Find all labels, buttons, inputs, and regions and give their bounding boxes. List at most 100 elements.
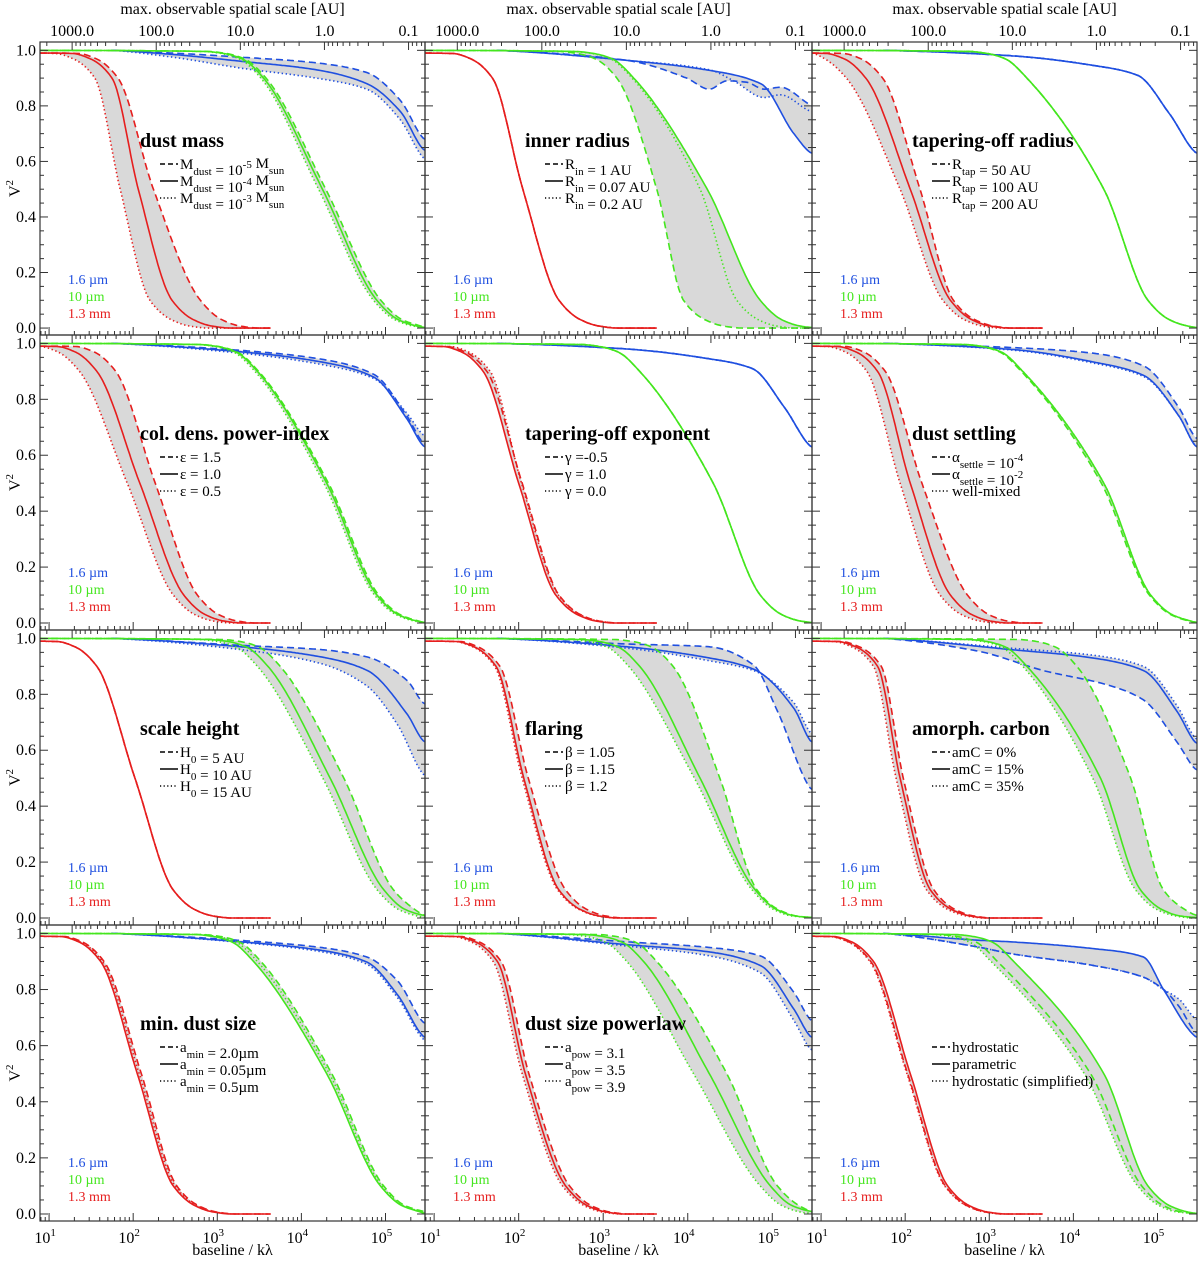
legend-text: = 2.0µm — [204, 1046, 259, 1062]
curve-green-dotted — [812, 342, 1197, 624]
legend-text: well-mixed — [952, 484, 1021, 500]
curve-blue-dotted — [496, 49, 812, 113]
wavelength-label-green: 10 µm — [840, 878, 877, 893]
legend-text: amC = 35% — [952, 779, 1024, 795]
legend-sub: in — [575, 200, 584, 212]
plot-area — [812, 637, 1197, 919]
curve-red-dashed — [812, 345, 1043, 624]
range-band-green — [40, 638, 425, 918]
curve-red-solid — [40, 640, 271, 919]
curve-blue-dotted — [111, 637, 425, 777]
x-tick-exp: 2 — [134, 1227, 140, 1239]
plot-area — [812, 49, 1197, 329]
top-axis-label: max. observable spatial scale [AU] — [892, 1, 1116, 18]
curve-blue-dashed — [496, 49, 812, 107]
legend-sub: dust — [193, 166, 211, 178]
range-band-green — [812, 638, 1197, 918]
range-band-green — [425, 933, 812, 1214]
curve-green-dotted — [425, 637, 812, 919]
legend-text: R — [952, 157, 962, 173]
wavelength-label-blue: 1.6 µm — [453, 861, 493, 876]
top-axis-label: max. observable spatial scale [AU] — [506, 1, 730, 18]
y-axis-label: V2 — [4, 769, 24, 786]
legend-entry: parametric — [952, 1057, 1016, 1073]
legend-text: α — [952, 450, 960, 466]
y-tick-label: 0.6 — [16, 447, 36, 464]
curve-red-solid — [425, 640, 657, 919]
y-tick-label: 0.0 — [16, 615, 36, 632]
plot-area — [425, 49, 812, 329]
x-tick-base: 10 — [419, 1230, 435, 1247]
legend-sup: -5 — [243, 159, 253, 171]
top-tick-label: 10.0 — [612, 23, 640, 40]
x-tick-exp: 5 — [774, 1227, 780, 1239]
x-tick-base: 10 — [287, 1230, 303, 1247]
y-tick-label: 1.0 — [16, 630, 36, 647]
curve-red-dashed — [812, 935, 1043, 1215]
curve-blue-solid — [111, 49, 425, 151]
y-tick-label: 0.8 — [16, 686, 36, 703]
wavelength-label-blue: 1.6 µm — [453, 1156, 493, 1171]
curve-red-dotted — [425, 52, 657, 329]
wavelength-label-red: 1.3 mm — [840, 895, 883, 910]
x-tick-exp: 3 — [991, 1227, 997, 1239]
legend-text: hydrostatic (simplified) — [952, 1074, 1093, 1090]
curve-green-dotted — [425, 342, 812, 624]
curve-green-dotted — [812, 932, 1197, 1215]
legend-entry: γ = 0.0 — [564, 484, 606, 500]
plot-area — [40, 49, 425, 329]
curve-red-dashed — [425, 640, 657, 919]
legend-text: γ = 0.0 — [564, 484, 606, 500]
panel-title: col. dens. power-index — [140, 423, 329, 445]
x-tick-base: 10 — [203, 1230, 219, 1247]
curve-blue-dotted — [111, 49, 425, 160]
legend-text: = 10 — [212, 180, 243, 196]
legend-sub: sun — [269, 182, 285, 194]
curve-green-dashed — [425, 637, 812, 919]
curve-blue-dotted — [496, 932, 812, 1051]
y-tick-label: 1.0 — [16, 42, 36, 59]
legend-sub: 0 — [191, 788, 197, 800]
legend-text: R — [952, 174, 962, 190]
legend-sup: -4 — [243, 176, 253, 188]
legend-text: a — [180, 1057, 187, 1073]
plot-area — [425, 932, 812, 1215]
panel-title: tapering-off exponent — [525, 423, 710, 445]
panel-col-dens-power-index: col. dens. power-index ε = 1.5ε = 1.0ε = … — [4, 334, 426, 632]
wavelength-label-red: 1.3 mm — [453, 307, 496, 322]
wavelength-label-red: 1.3 mm — [68, 307, 111, 322]
x-tick-exp: 1 — [50, 1227, 56, 1239]
y-tick-label: 0.0 — [16, 910, 36, 927]
legend-entry: αsettle = 10-4 — [952, 450, 1024, 472]
curve-red-dotted — [812, 935, 1043, 1215]
y-tick-label: 1.0 — [16, 335, 36, 352]
top-axis-label: max. observable spatial scale [AU] — [120, 1, 344, 18]
legend-text: = 15 AU — [196, 785, 252, 801]
top-tick-label: 0.1 — [1171, 23, 1191, 40]
y-tick-label: 0.2 — [16, 265, 36, 282]
legend-entry: amin = 2.0µm — [180, 1040, 259, 1062]
x-tick-label: 103 — [975, 1227, 997, 1247]
curve-green-dashed — [425, 49, 812, 329]
legend-text: β = 1.05 — [565, 745, 615, 761]
top-tick-label: 10.0 — [998, 23, 1026, 40]
wavelength-label-green: 10 µm — [453, 1173, 490, 1188]
legend-text: R — [565, 174, 575, 190]
panel-title: dust mass — [140, 130, 224, 152]
curve-red-dashed — [40, 345, 271, 624]
curve-green-dashed — [40, 637, 425, 917]
legend-text: = 0.2 AU — [584, 197, 643, 213]
legend-entry: γ =-0.5 — [564, 450, 608, 466]
curve-red-solid — [812, 640, 1043, 919]
legend-entry: apow = 3.5 — [565, 1057, 625, 1079]
y-tick-label: 0.4 — [16, 798, 36, 815]
legend-text: = 0.5µm — [204, 1080, 259, 1096]
curve-green-dotted — [425, 49, 812, 329]
wavelength-label-red: 1.3 mm — [453, 1190, 496, 1205]
curve-blue-solid — [883, 932, 1197, 1038]
range-band-blue — [883, 933, 1197, 1038]
